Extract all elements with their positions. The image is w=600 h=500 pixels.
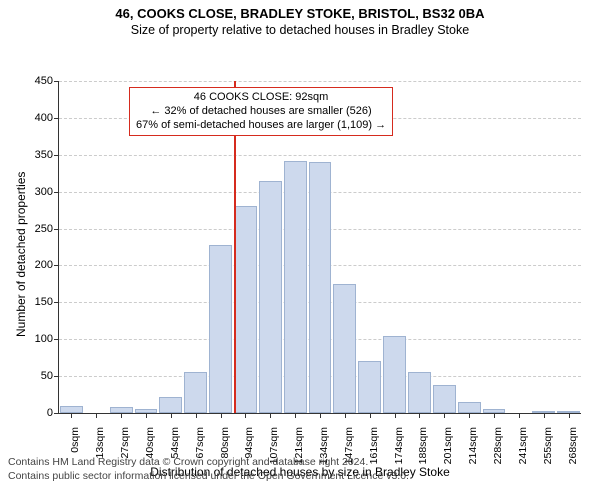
ytick-label: 100 <box>35 333 53 345</box>
xtick-mark <box>245 413 246 418</box>
page-title: 46, COOKS CLOSE, BRADLEY STOKE, BRISTOL,… <box>0 0 600 21</box>
xtick-label: 228sqm <box>492 427 504 464</box>
ytick-label: 200 <box>35 259 53 271</box>
histogram-bar <box>234 206 257 413</box>
xtick-mark <box>345 413 346 418</box>
xtick-label: 94sqm <box>243 427 255 459</box>
ytick-label: 350 <box>35 149 53 161</box>
xtick-mark <box>419 413 420 418</box>
xtick-mark <box>71 413 72 418</box>
footer-line1: Contains HM Land Registry data © Crown c… <box>8 456 409 470</box>
xtick-label: 80sqm <box>219 427 231 459</box>
ytick-mark <box>54 192 59 193</box>
ytick-mark <box>54 155 59 156</box>
histogram-bar <box>259 181 282 413</box>
xtick-mark <box>395 413 396 418</box>
gridline <box>59 81 581 82</box>
histogram-bar <box>408 372 431 413</box>
xtick-mark <box>519 413 520 418</box>
xtick-mark <box>444 413 445 418</box>
ytick-mark <box>54 81 59 82</box>
annotation-line3: 67% of semi-detached houses are larger (… <box>136 119 386 133</box>
xtick-mark <box>171 413 172 418</box>
histogram-bar <box>458 402 481 413</box>
gridline <box>59 155 581 156</box>
ytick-mark <box>54 339 59 340</box>
histogram-bar <box>284 161 307 413</box>
footer-line2: Contains public sector information licen… <box>8 470 409 484</box>
ytick-mark <box>54 229 59 230</box>
ytick-mark <box>54 265 59 266</box>
xtick-label: 40sqm <box>144 427 156 459</box>
histogram-bar <box>333 284 356 413</box>
histogram-bar <box>209 245 232 413</box>
y-axis-label: Number of detached properties <box>14 172 28 337</box>
ytick-label: 50 <box>41 370 53 382</box>
histogram-bar <box>309 162 332 413</box>
xtick-mark <box>469 413 470 418</box>
marker-annotation: 46 COOKS CLOSE: 92sqm ← 32% of detached … <box>129 87 393 136</box>
histogram-bar <box>60 406 83 413</box>
xtick-mark <box>221 413 222 418</box>
ytick-label: 250 <box>35 223 53 235</box>
xtick-mark <box>196 413 197 418</box>
xtick-label: 0sqm <box>69 427 81 453</box>
xtick-mark <box>121 413 122 418</box>
ytick-mark <box>54 376 59 377</box>
ytick-label: 300 <box>35 186 53 198</box>
xtick-label: 188sqm <box>417 427 429 464</box>
xtick-mark <box>146 413 147 418</box>
histogram-bar <box>383 336 406 413</box>
ytick-label: 450 <box>35 75 53 87</box>
plot-area: 0501001502002503003504004500sqm13sqm27sq… <box>58 81 581 414</box>
xtick-label: 54sqm <box>169 427 181 459</box>
histogram-bar <box>184 372 207 413</box>
annotation-line2: ← 32% of detached houses are smaller (52… <box>136 105 386 119</box>
xtick-mark <box>270 413 271 418</box>
ytick-mark <box>54 413 59 414</box>
xtick-mark <box>320 413 321 418</box>
page-subtitle: Size of property relative to detached ho… <box>0 21 600 37</box>
attribution-footer: Contains HM Land Registry data © Crown c… <box>8 456 409 483</box>
xtick-label: 268sqm <box>567 427 579 464</box>
xtick-label: 67sqm <box>194 427 206 459</box>
xtick-mark <box>544 413 545 418</box>
xtick-label: 27sqm <box>119 427 131 459</box>
ytick-label: 400 <box>35 112 53 124</box>
xtick-mark <box>96 413 97 418</box>
xtick-label: 255sqm <box>542 427 554 464</box>
histogram-bar <box>159 397 182 413</box>
ytick-mark <box>54 118 59 119</box>
annotation-line1: 46 COOKS CLOSE: 92sqm <box>136 91 386 105</box>
xtick-label: 13sqm <box>94 427 106 459</box>
ytick-label: 0 <box>47 407 53 419</box>
xtick-mark <box>295 413 296 418</box>
xtick-label: 201sqm <box>442 427 454 464</box>
histogram-bar <box>433 385 456 413</box>
ytick-mark <box>54 302 59 303</box>
histogram-bar <box>358 361 381 413</box>
ytick-label: 150 <box>35 296 53 308</box>
xtick-mark <box>494 413 495 418</box>
xtick-mark <box>370 413 371 418</box>
xtick-label: 241sqm <box>517 427 529 464</box>
xtick-mark <box>569 413 570 418</box>
xtick-label: 214sqm <box>467 427 479 464</box>
